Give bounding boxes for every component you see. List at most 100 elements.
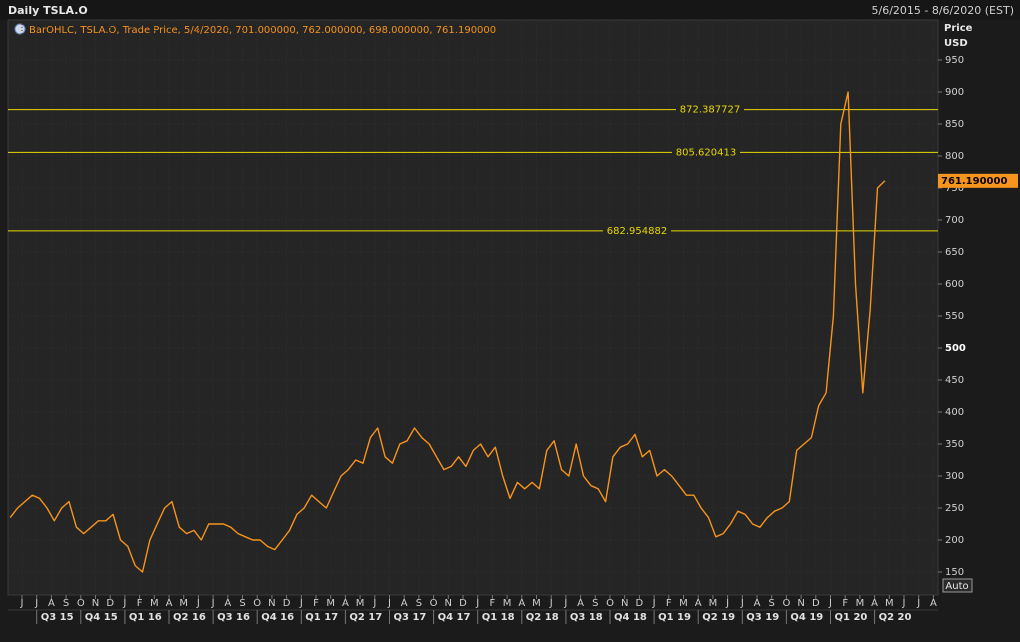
- y-axis-label: Price: [944, 23, 973, 34]
- month-label: S: [592, 598, 598, 609]
- price-line: [9, 91, 886, 573]
- month-label: O: [253, 598, 261, 609]
- month-label: S: [63, 598, 69, 609]
- quarter-label: Q2 20: [879, 612, 912, 623]
- y-tick-label: 850: [945, 119, 964, 130]
- y-tick-label: 450: [945, 375, 964, 386]
- month-label: S: [239, 598, 245, 609]
- month-label: F: [842, 598, 848, 609]
- y-tick-label: 700: [945, 215, 964, 226]
- month-label: F: [490, 598, 496, 609]
- month-label: J: [34, 598, 38, 609]
- month-label: M: [326, 598, 335, 609]
- reference-label-bg: [672, 146, 740, 159]
- month-label: O: [430, 598, 438, 609]
- quarter-label: Q4 15: [85, 612, 118, 623]
- month-label: F: [666, 598, 672, 609]
- last-price-label: 761.190000: [941, 176, 1007, 187]
- y-axis-unit: USD: [944, 38, 968, 49]
- last-price-box: [938, 173, 1018, 188]
- month-label: J: [387, 598, 391, 609]
- y-tick-label: 250: [945, 503, 964, 514]
- month-label: N: [797, 598, 804, 609]
- month-label: J: [652, 598, 656, 609]
- quarter-label: Q4 18: [614, 612, 647, 623]
- reference-label: 682.954882: [607, 226, 667, 237]
- quarter-label: Q3 18: [570, 612, 603, 623]
- month-label: J: [563, 598, 567, 609]
- month-label: O: [606, 598, 614, 609]
- month-label: S: [416, 598, 422, 609]
- quarter-label: Q3 17: [394, 612, 427, 623]
- month-label: A: [695, 598, 702, 609]
- month-label: D: [106, 598, 114, 609]
- quarter-label: Q3 16: [217, 612, 250, 623]
- month-label: J: [122, 598, 126, 609]
- month-label: M: [885, 598, 894, 609]
- quarter-label: Q1 17: [305, 612, 338, 623]
- month-label: M: [709, 598, 718, 609]
- month-label: M: [150, 598, 159, 609]
- month-label: D: [459, 598, 467, 609]
- y-tick-label: 200: [945, 535, 964, 546]
- month-label: N: [92, 598, 99, 609]
- month-label: M: [503, 598, 512, 609]
- quarter-label: Q4 16: [261, 612, 294, 623]
- y-tick-label: 500: [945, 343, 966, 354]
- quarter-label: Q2 19: [702, 612, 735, 623]
- quarter-label: Q2 18: [526, 612, 559, 623]
- reference-label-bg: [603, 224, 671, 237]
- month-label: J: [372, 598, 376, 609]
- month-label: F: [313, 598, 319, 609]
- plot-area: [7, 19, 939, 596]
- reference-label: 872.387727: [680, 105, 740, 116]
- quarter-label: Q4 19: [790, 612, 823, 623]
- month-label: M: [679, 598, 688, 609]
- month-label: A: [401, 598, 408, 609]
- y-tick-label: 400: [945, 407, 964, 418]
- month-label: J: [211, 598, 215, 609]
- month-label: J: [196, 598, 200, 609]
- quarter-label: Q1 19: [658, 612, 691, 623]
- y-tick-label: 600: [945, 279, 964, 290]
- month-label: N: [268, 598, 275, 609]
- month-label: A: [166, 598, 173, 609]
- y-tick-label: 950: [945, 55, 964, 66]
- quarter-label: Q1 16: [129, 612, 162, 623]
- month-label: A: [754, 598, 761, 609]
- auto-button-label[interactable]: Auto: [945, 581, 968, 592]
- y-tick-label: 800: [945, 151, 964, 162]
- y-tick-label: 350: [945, 439, 964, 450]
- chart-title: Daily TSLA.O: [8, 4, 88, 17]
- month-label: J: [475, 598, 479, 609]
- month-label: J: [828, 598, 832, 609]
- y-tick-label: 750: [945, 183, 964, 194]
- y-tick-label: 150: [945, 567, 964, 578]
- month-label: O: [77, 598, 85, 609]
- month-label: M: [356, 598, 365, 609]
- header-bar: [0, 0, 1020, 20]
- month-label: J: [740, 598, 744, 609]
- auto-button[interactable]: [942, 578, 973, 593]
- month-label: A: [871, 598, 878, 609]
- month-label: J: [916, 598, 920, 609]
- quarter-label: Q1 20: [835, 612, 868, 623]
- month-label: J: [549, 598, 553, 609]
- month-label: D: [283, 598, 291, 609]
- month-label: J: [902, 598, 906, 609]
- y-tick-label: 900: [945, 87, 964, 98]
- quarter-label: Q1 18: [482, 612, 515, 623]
- month-label: J: [20, 598, 24, 609]
- month-label: J: [299, 598, 303, 609]
- month-label: O: [782, 598, 790, 609]
- month-label: A: [577, 598, 584, 609]
- legend-icon[interactable]: [14, 23, 26, 35]
- legend-text: BarOHLC, TSLA.O, Trade Price, 5/4/2020, …: [29, 25, 496, 36]
- month-label: A: [48, 598, 55, 609]
- quarter-label: Q2 17: [349, 612, 382, 623]
- reference-label-bg: [676, 103, 744, 116]
- y-tick-label: 550: [945, 311, 964, 322]
- date-range: 5/6/2015 - 8/6/2020 (EST): [871, 4, 1014, 17]
- month-label: A: [518, 598, 525, 609]
